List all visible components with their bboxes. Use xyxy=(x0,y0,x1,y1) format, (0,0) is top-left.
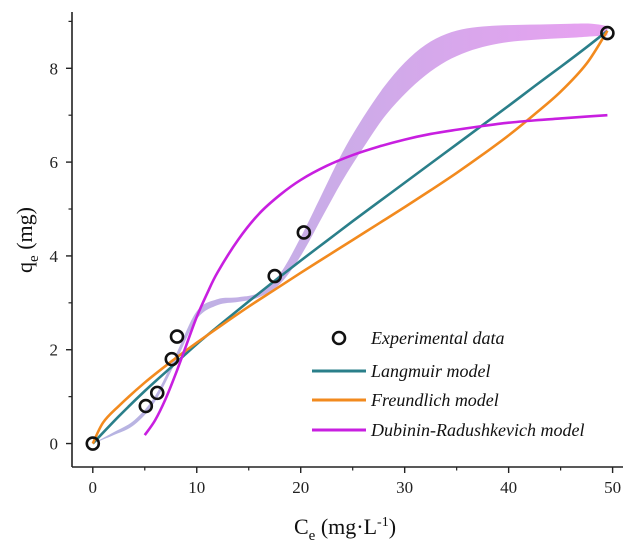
x-tick-label-40: 40 xyxy=(500,478,517,497)
series-line-freundlich xyxy=(91,30,609,445)
legend-label-dubinin: Dubinin-Radushkevich model xyxy=(370,420,584,440)
data-point-3 xyxy=(164,351,180,367)
series-line-dubininradushkevich xyxy=(143,113,608,436)
model-lines-layer xyxy=(91,29,609,445)
y-axis-title: qe (mg) xyxy=(12,207,42,273)
y-axis-title-unit: (mg) xyxy=(12,207,37,255)
data-point-2 xyxy=(149,385,165,401)
y-axis-title-sub: e xyxy=(26,255,42,262)
data-point-1 xyxy=(138,398,154,414)
y-tick-label-6: 6 xyxy=(50,153,59,172)
axes: 0 10 20 30 40 50 0 2 4 6 8 xyxy=(50,12,623,497)
confidence-band-layer xyxy=(92,23,608,444)
y-axis-title-main: q xyxy=(12,262,37,273)
x-tick-label-50: 50 xyxy=(604,478,621,497)
legend: Experimental data Langmuir model Freundl… xyxy=(312,328,584,440)
x-tick-label-10: 10 xyxy=(188,478,205,497)
x-axis-title-unit-pre: (mg·L xyxy=(315,514,377,539)
y-tick-label-2: 2 xyxy=(50,341,59,360)
x-axis-title-sup: -1 xyxy=(377,515,389,530)
legend-label-langmuir: Langmuir model xyxy=(370,361,491,381)
series-line-langmuir xyxy=(91,29,609,445)
x-axis-title: Ce (mg·L-1) xyxy=(294,514,396,543)
legend-marker-experimental xyxy=(331,330,347,346)
data-point-5 xyxy=(267,268,283,284)
confidence-band xyxy=(92,23,608,444)
data-point-4 xyxy=(169,329,185,344)
legend-label-experimental: Experimental data xyxy=(370,328,504,348)
y-ticks: 0 2 4 6 8 xyxy=(50,20,72,454)
y-tick-label-0: 0 xyxy=(50,435,59,454)
x-tick-label-20: 20 xyxy=(292,478,309,497)
x-axis-title-unit-post: ) xyxy=(389,514,396,539)
y-tick-label-4: 4 xyxy=(50,247,59,266)
x-ticks: 0 10 20 30 40 50 xyxy=(89,467,621,497)
x-axis-title-sub: e xyxy=(309,528,316,543)
data-point-0 xyxy=(85,436,101,451)
data-point-7 xyxy=(600,25,615,41)
x-axis-title-main: C xyxy=(294,514,309,539)
x-tick-label-30: 30 xyxy=(396,478,413,497)
y-tick-label-8: 8 xyxy=(50,59,59,78)
experimental-markers-layer xyxy=(85,25,615,451)
data-point-6 xyxy=(296,225,312,240)
x-tick-label-0: 0 xyxy=(89,478,98,497)
legend-label-freundlich: Freundlich model xyxy=(370,390,499,410)
